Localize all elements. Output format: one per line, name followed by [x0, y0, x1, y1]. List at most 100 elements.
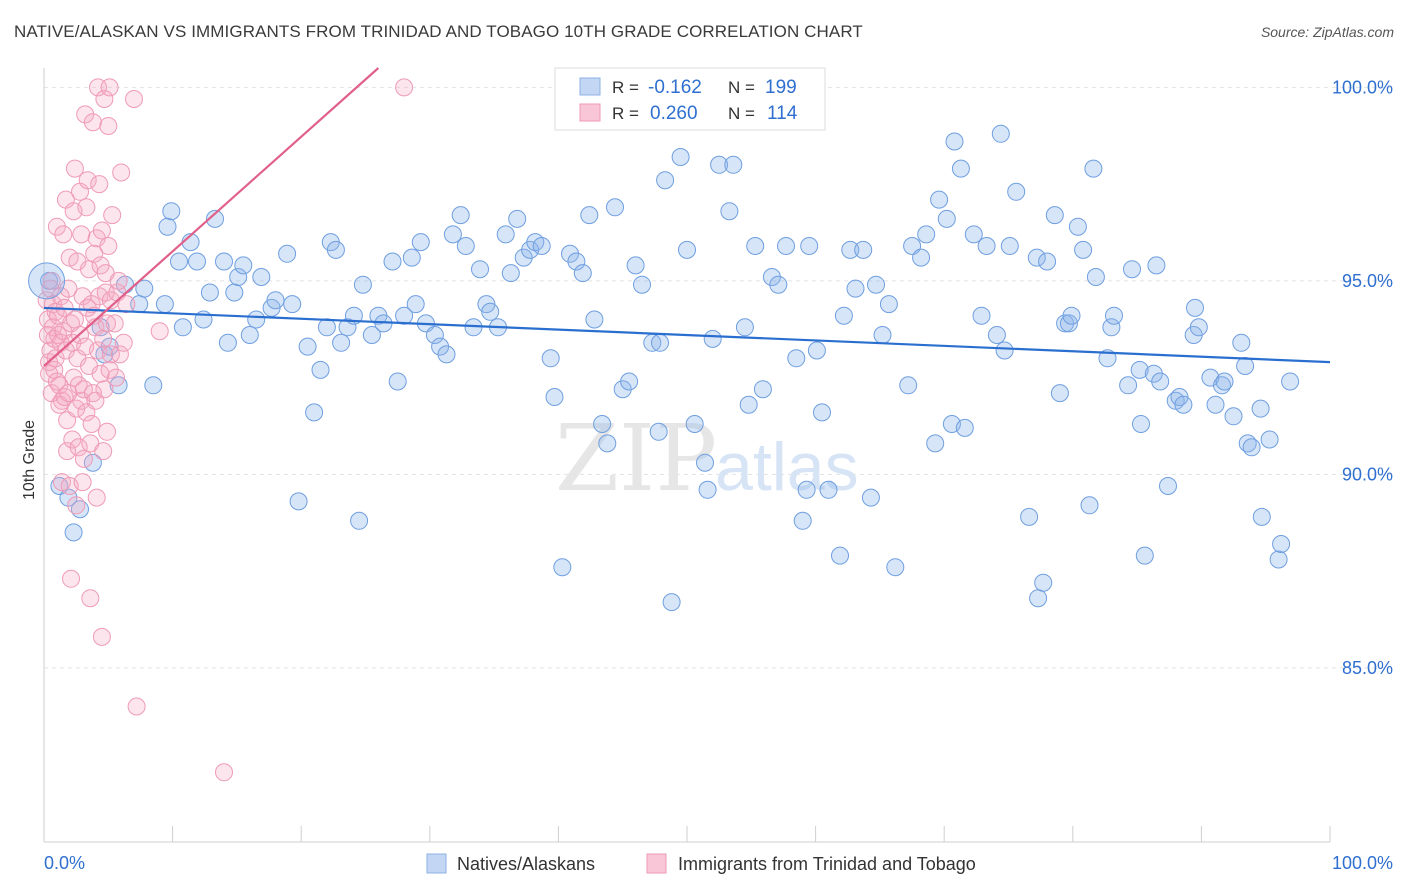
watermark-atlas: atlas: [715, 429, 859, 505]
point-natives: [283, 295, 302, 314]
point-natives: [1242, 438, 1261, 457]
point-immigrants: [83, 113, 102, 132]
point-natives: [987, 326, 1006, 344]
watermark-zip: ZIP: [555, 405, 717, 512]
point-natives: [188, 252, 206, 271]
point-natives: [425, 326, 444, 344]
x-tick-label-min: 0.0%: [44, 853, 85, 873]
point-immigrants: [99, 117, 118, 135]
point-immigrants: [92, 627, 111, 646]
point-natives: [402, 248, 421, 267]
y-tick-label: 90.0%: [1342, 464, 1393, 484]
point-natives: [854, 240, 873, 259]
point-natives: [1000, 237, 1019, 255]
point-natives: [671, 148, 690, 166]
watermark: ZIP atlas: [555, 405, 859, 512]
point-natives: [753, 380, 772, 399]
point-immigrants: [72, 225, 91, 244]
point-natives: [1151, 372, 1170, 391]
point-natives: [651, 333, 669, 352]
point-natives: [1232, 333, 1251, 352]
point-natives: [240, 326, 259, 344]
point-natives: [873, 326, 892, 344]
y-tick-label: 85.0%: [1342, 658, 1393, 678]
point-natives: [930, 190, 949, 209]
point-natives: [573, 264, 592, 283]
point-natives: [83, 453, 102, 472]
point-immigrants: [110, 345, 129, 364]
trend-lines: [43, 67, 1331, 367]
point-natives: [1159, 477, 1177, 495]
point-immigrants: [109, 271, 128, 290]
legend-swatch-blue: [579, 77, 601, 96]
point-immigrants: [67, 496, 86, 515]
point-natives: [598, 434, 617, 453]
y-axis-label: 10th Grade: [21, 420, 38, 500]
point-natives: [362, 326, 381, 344]
point-immigrants: [99, 237, 118, 255]
point-natives: [917, 225, 936, 244]
point-natives: [234, 256, 253, 275]
axes: [43, 68, 1331, 843]
point-natives: [977, 237, 996, 255]
point-natives: [879, 295, 898, 314]
point-natives: [793, 511, 812, 530]
legend-bottom: Natives/Alaskans Immigrants from Trinida…: [426, 853, 976, 874]
point-natives: [626, 256, 645, 275]
point-natives: [1281, 372, 1300, 391]
point-natives: [1189, 318, 1208, 337]
point-immigrants: [127, 697, 146, 716]
point-natives: [100, 337, 119, 356]
point-natives: [834, 306, 853, 325]
point-natives: [1123, 260, 1141, 279]
point-natives: [252, 268, 271, 286]
point-natives: [437, 345, 456, 364]
point-natives: [289, 492, 308, 511]
point-natives: [662, 593, 681, 612]
point-natives: [1174, 395, 1193, 414]
legend-bottom-swatch-blue: [426, 853, 447, 874]
point-natives: [769, 275, 788, 294]
point-immigrants: [114, 333, 133, 352]
point-natives: [585, 310, 604, 329]
point-immigrants: [65, 159, 84, 178]
point-natives: [945, 132, 964, 151]
point-natives: [991, 124, 1010, 143]
point-natives: [685, 415, 704, 433]
point-immigrants: [74, 449, 93, 468]
point-natives: [1272, 535, 1291, 553]
point-natives: [1098, 349, 1117, 368]
point-natives: [1038, 252, 1057, 271]
point-natives: [532, 237, 551, 255]
point-natives: [481, 302, 500, 321]
point-immigrants: [78, 171, 97, 190]
point-immigrants: [395, 78, 414, 97]
point-natives: [225, 283, 244, 302]
point-natives: [514, 248, 533, 267]
point-immigrants: [94, 329, 113, 348]
point-natives: [326, 240, 345, 259]
point-natives: [1147, 256, 1166, 275]
point-natives-cluster: [28, 262, 66, 300]
point-immigrants: [90, 175, 109, 194]
point-immigrants: [76, 105, 95, 124]
point-natives: [886, 558, 905, 577]
point-natives: [649, 422, 668, 441]
point-natives: [1260, 430, 1279, 449]
legend-n-label-1: N =: [728, 78, 755, 97]
point-immigrants: [47, 217, 66, 236]
point-immigrants: [50, 376, 69, 395]
point-natives: [1068, 217, 1087, 236]
point-natives: [1132, 415, 1150, 433]
point-natives: [867, 275, 885, 294]
point-natives: [656, 171, 675, 190]
point-immigrants: [95, 90, 114, 108]
point-immigrants: [69, 438, 88, 457]
point-natives: [229, 268, 248, 286]
point-immigrants: [51, 287, 70, 306]
trend-line-immigrants: [43, 67, 380, 367]
point-natives: [1056, 314, 1075, 333]
legend-r-value-1: -0.162: [648, 77, 702, 98]
point-immigrants: [54, 225, 73, 244]
